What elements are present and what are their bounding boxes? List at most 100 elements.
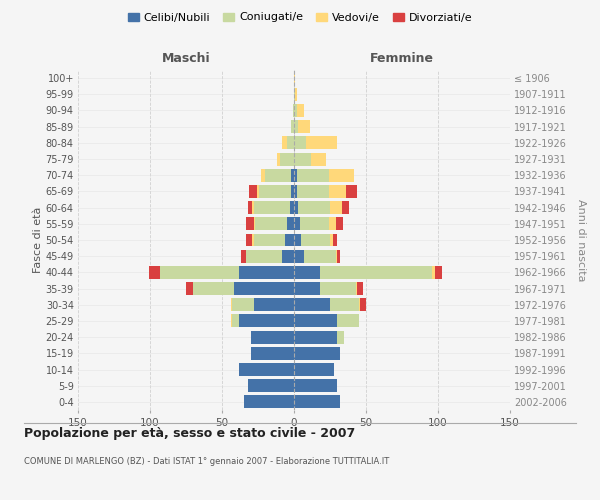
Bar [311, 152, 326, 166]
Bar [294, 298, 330, 311]
Bar [294, 266, 320, 279]
Bar [280, 152, 294, 166]
Bar [346, 185, 358, 198]
Text: Popolazione per età, sesso e stato civile - 2007: Popolazione per età, sesso e stato civil… [24, 428, 355, 440]
Bar [230, 314, 232, 328]
Bar [232, 314, 239, 328]
Bar [329, 185, 346, 198]
Bar [320, 282, 356, 295]
Bar [287, 136, 294, 149]
Bar [294, 347, 340, 360]
Bar [330, 201, 341, 214]
Bar [330, 298, 359, 311]
Bar [294, 120, 298, 133]
Bar [149, 266, 160, 279]
Bar [295, 88, 297, 101]
Bar [247, 234, 252, 246]
Legend: Celibi/Nubili, Coniugati/e, Vedovi/e, Divorziati/e: Celibi/Nubili, Coniugati/e, Vedovi/e, Di… [124, 8, 476, 27]
Bar [297, 104, 304, 117]
Bar [265, 169, 291, 181]
Bar [294, 250, 304, 262]
Bar [287, 218, 294, 230]
Bar [230, 298, 232, 311]
Bar [356, 282, 358, 295]
Bar [435, 266, 442, 279]
Bar [297, 169, 329, 181]
Bar [283, 136, 287, 149]
Bar [294, 234, 301, 246]
Bar [297, 185, 329, 198]
Bar [251, 347, 294, 360]
Bar [193, 282, 233, 295]
Bar [257, 185, 259, 198]
Bar [294, 152, 311, 166]
Bar [294, 282, 320, 295]
Bar [294, 185, 297, 198]
Bar [250, 185, 257, 198]
Bar [254, 298, 294, 311]
Bar [261, 169, 265, 181]
Bar [329, 169, 355, 181]
Bar [360, 298, 366, 311]
Bar [232, 298, 254, 311]
Bar [247, 250, 283, 262]
Bar [320, 266, 432, 279]
Bar [300, 218, 329, 230]
Bar [291, 120, 294, 133]
Text: Maschi: Maschi [161, 52, 211, 65]
Bar [293, 104, 294, 117]
Bar [290, 201, 294, 214]
Bar [286, 234, 294, 246]
Bar [252, 234, 254, 246]
Bar [186, 282, 193, 295]
Bar [254, 218, 255, 230]
Bar [294, 88, 295, 101]
Bar [239, 363, 294, 376]
Bar [244, 396, 294, 408]
Bar [294, 363, 334, 376]
Bar [359, 298, 360, 311]
Bar [294, 396, 340, 408]
Bar [298, 201, 330, 214]
Bar [294, 72, 295, 85]
Bar [291, 169, 294, 181]
Bar [294, 104, 297, 117]
Bar [330, 234, 333, 246]
Bar [254, 234, 286, 246]
Bar [337, 314, 359, 328]
Text: COMUNE DI MARLENGO (BZ) - Dati ISTAT 1° gennaio 2007 - Elaborazione TUTTITALIA.I: COMUNE DI MARLENGO (BZ) - Dati ISTAT 1° … [24, 458, 389, 466]
Bar [294, 314, 337, 328]
Bar [277, 152, 280, 166]
Bar [294, 218, 300, 230]
Bar [337, 330, 344, 344]
Bar [248, 201, 252, 214]
Bar [254, 201, 290, 214]
Bar [305, 136, 337, 149]
Bar [358, 282, 363, 295]
Bar [432, 266, 435, 279]
Bar [239, 314, 294, 328]
Bar [255, 218, 287, 230]
Bar [337, 250, 340, 262]
Bar [341, 201, 349, 214]
Bar [160, 266, 239, 279]
Bar [301, 234, 330, 246]
Bar [336, 250, 337, 262]
Bar [294, 136, 305, 149]
Bar [247, 218, 254, 230]
Bar [291, 185, 294, 198]
Bar [294, 330, 337, 344]
Bar [294, 169, 297, 181]
Bar [283, 250, 294, 262]
Bar [259, 185, 291, 198]
Bar [304, 250, 336, 262]
Bar [294, 201, 298, 214]
Bar [298, 120, 310, 133]
Bar [233, 282, 294, 295]
Bar [239, 266, 294, 279]
Bar [329, 218, 336, 230]
Bar [294, 379, 337, 392]
Y-axis label: Fasce di età: Fasce di età [32, 207, 43, 273]
Bar [336, 218, 343, 230]
Bar [241, 250, 247, 262]
